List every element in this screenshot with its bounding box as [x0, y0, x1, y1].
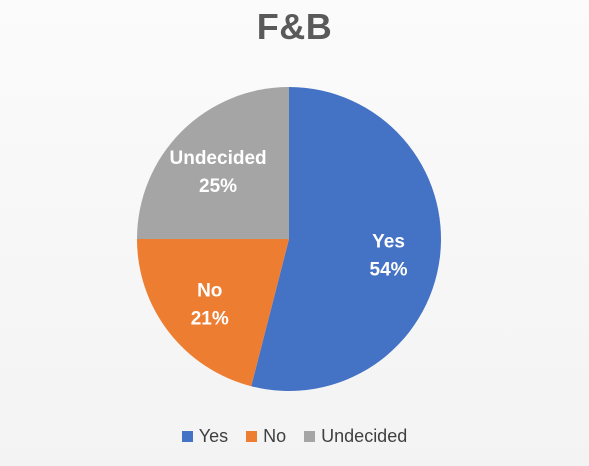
legend: Yes No Undecided	[0, 426, 589, 447]
legend-label-yes: Yes	[198, 426, 229, 446]
legend-swatch-no	[246, 431, 258, 442]
legend-label-no: No	[263, 426, 287, 446]
legend-item-yes: Yes	[181, 426, 229, 447]
data-label-category-undecided: Undecided	[170, 148, 267, 169]
legend-item-undecided: Undecided	[304, 426, 407, 447]
data-label-value-yes: 54%	[370, 260, 408, 281]
data-label-undecided: Undecided 25%	[170, 148, 267, 197]
legend-swatch-yes	[181, 431, 193, 442]
legend-item-no: No	[246, 426, 286, 447]
data-label-no: No 21%	[191, 280, 229, 329]
data-label-yes: Yes 54%	[370, 232, 408, 281]
legend-label-undecided: Undecided	[321, 426, 408, 446]
data-label-category-yes: Yes	[372, 232, 405, 253]
legend-swatch-undecided	[304, 431, 316, 442]
pie-slice-no	[137, 239, 289, 387]
data-label-category-no: No	[197, 280, 222, 301]
pie-slice-yes	[251, 87, 442, 391]
chart-title: F&B	[256, 6, 333, 47]
data-label-value-no: 21%	[191, 308, 229, 329]
data-label-value-undecided: 25%	[199, 176, 237, 197]
pie-slice-undecided	[137, 87, 289, 239]
